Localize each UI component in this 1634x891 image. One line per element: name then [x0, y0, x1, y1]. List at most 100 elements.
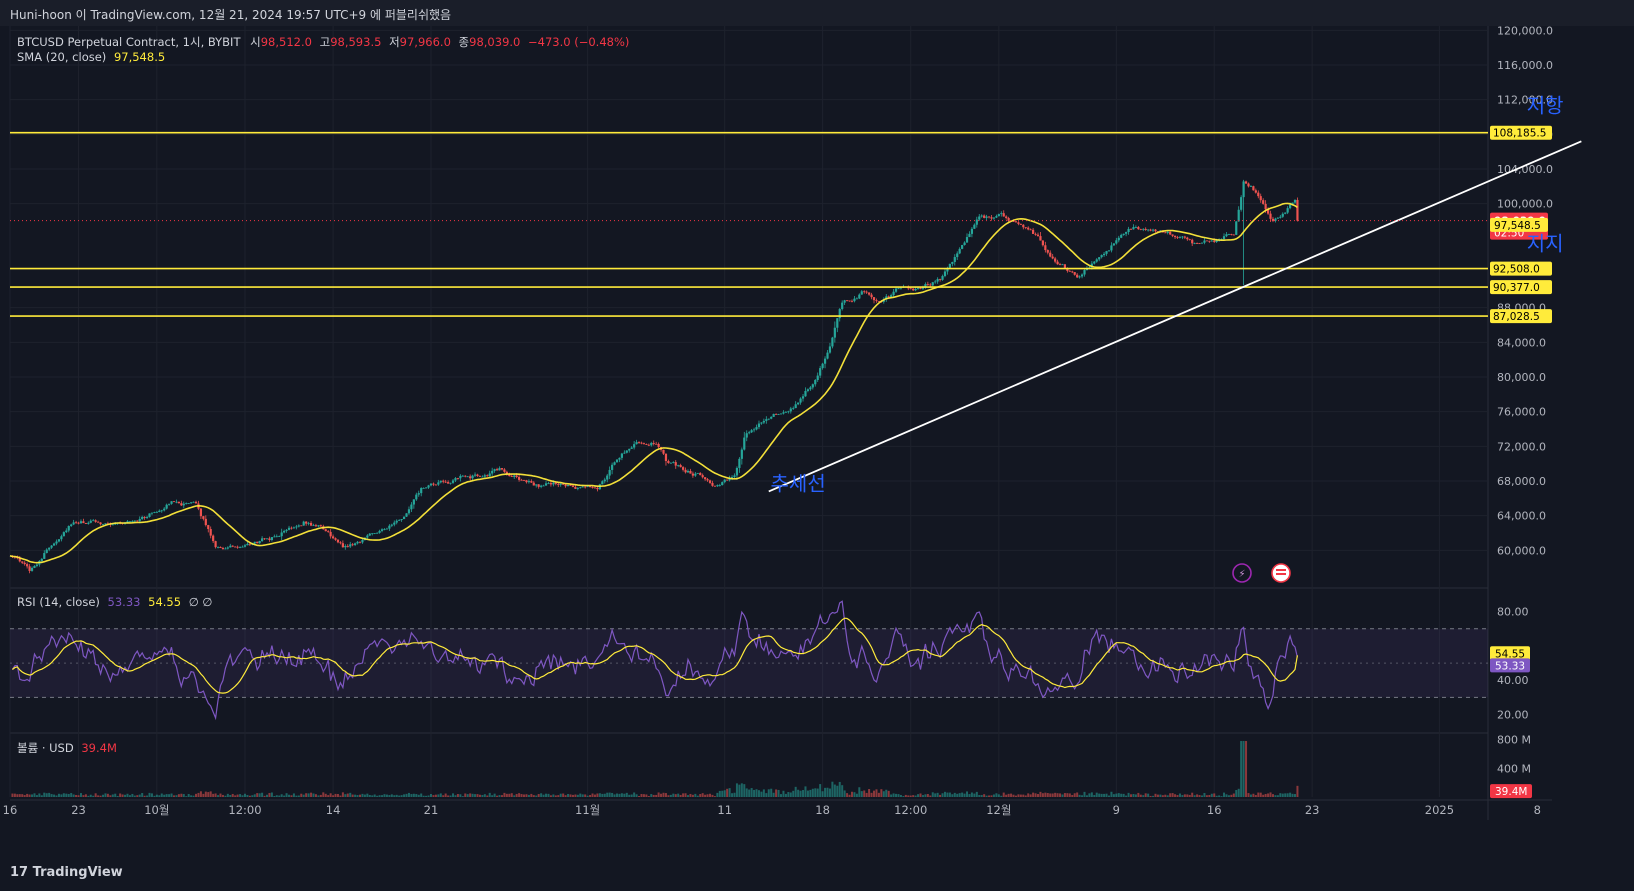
- volume-bar: [209, 791, 212, 797]
- candle-body: [231, 545, 234, 547]
- price-tick-label: 100,000.0: [1497, 198, 1553, 211]
- candle-body: [892, 291, 895, 296]
- volume-bar: [87, 795, 90, 797]
- symbol-label[interactable]: BTCUSD Perpetual Contract, 1시, BYBIT: [17, 35, 241, 49]
- volume-bar: [880, 789, 883, 797]
- volume-bar: [273, 796, 276, 797]
- tradingview-logo[interactable]: 𝟭𝟳 TradingView: [10, 865, 123, 880]
- candle: [319, 524, 322, 527]
- volume-bar: [640, 793, 643, 797]
- candle-body: [899, 287, 903, 289]
- candle-body: [92, 520, 95, 522]
- volume-bar: [870, 792, 873, 797]
- candle-body: [1198, 243, 1201, 245]
- candle: [823, 356, 827, 369]
- candle-body: [317, 525, 320, 527]
- candle-body: [584, 486, 587, 488]
- candle-body: [1208, 240, 1211, 242]
- volume-legend[interactable]: 볼륨 · USD 39.4M: [17, 740, 117, 756]
- candle: [1054, 256, 1057, 264]
- candle: [978, 214, 981, 221]
- candle: [400, 519, 403, 522]
- sma-legend[interactable]: SMA (20, close) 97,548.5: [17, 50, 165, 64]
- candle-body: [1093, 261, 1096, 264]
- candle: [1110, 242, 1113, 253]
- volume-bar: [554, 795, 557, 797]
- candle: [1041, 240, 1044, 247]
- candle-body: [755, 427, 758, 430]
- volume-bar: [669, 794, 672, 797]
- candle-body: [819, 368, 822, 376]
- candle-body: [175, 501, 178, 503]
- volume-bar: [689, 793, 692, 797]
- candle-body: [877, 301, 881, 302]
- candle-body: [466, 476, 469, 478]
- candle-body: [591, 487, 594, 488]
- candle-body: [890, 295, 893, 298]
- candle: [270, 537, 273, 542]
- candle-body: [177, 501, 180, 504]
- volume-bar: [691, 794, 694, 797]
- volume-bar: [860, 791, 863, 797]
- candle: [136, 520, 139, 522]
- volume-bar: [1122, 793, 1125, 797]
- candle: [544, 480, 548, 486]
- candle-body: [606, 475, 609, 480]
- chart-frame[interactable]: [10, 26, 1552, 856]
- candle-body: [806, 389, 810, 391]
- candle-body: [865, 291, 868, 293]
- candle-body: [1178, 237, 1182, 238]
- candle: [831, 336, 834, 349]
- volume-bar: [55, 795, 58, 797]
- candle-body: [611, 464, 614, 470]
- candle: [358, 541, 362, 544]
- time-tick-label: 16: [1207, 803, 1222, 817]
- candle: [454, 476, 457, 482]
- volume-bar: [821, 791, 824, 797]
- volume-bar: [985, 795, 988, 797]
- rsi-legend[interactable]: RSI (14, close) 53.33 54.55 ∅ ∅: [17, 595, 212, 609]
- candle-body: [566, 484, 570, 487]
- volume-bar: [780, 794, 782, 797]
- candle-body: [307, 522, 310, 524]
- time-tick-label: 9: [1113, 803, 1120, 817]
- candle: [897, 287, 900, 290]
- volume-bar: [89, 794, 92, 797]
- candle-body: [505, 471, 508, 475]
- candle: [1195, 242, 1199, 245]
- candle-body: [1046, 250, 1049, 253]
- volume-bar: [163, 794, 166, 797]
- volume-bar: [67, 793, 70, 797]
- candle: [493, 468, 496, 473]
- candle: [388, 524, 391, 531]
- candle-body: [628, 448, 631, 451]
- volume-bar: [885, 789, 888, 797]
- volume-bar: [153, 795, 156, 797]
- volume-bar: [828, 788, 831, 797]
- candle-body: [74, 522, 78, 524]
- volume-bar: [630, 794, 633, 797]
- price-tick-label: 112,000.0: [1497, 94, 1553, 107]
- candle: [530, 479, 533, 483]
- volume-bar: [226, 793, 229, 797]
- candle-body: [716, 485, 719, 487]
- candle: [361, 538, 364, 544]
- candle-body: [1051, 256, 1054, 259]
- candle: [204, 515, 207, 527]
- candle: [513, 474, 516, 479]
- candle: [469, 474, 472, 481]
- volume-bar: [1249, 794, 1252, 797]
- volume-bar: [988, 795, 991, 797]
- candle: [1134, 225, 1138, 229]
- candle-body: [373, 533, 376, 534]
- volume-bar: [1139, 794, 1142, 797]
- candle: [674, 460, 677, 469]
- volume-bar: [1130, 794, 1133, 797]
- volume-bar: [121, 794, 124, 797]
- candle: [1198, 243, 1201, 245]
- publish-line: Huni-hoon 이 TradingView.com, 12월 21, 202…: [10, 8, 452, 22]
- candle: [390, 523, 393, 528]
- candle-body: [388, 525, 391, 529]
- volume-bar: [723, 790, 726, 797]
